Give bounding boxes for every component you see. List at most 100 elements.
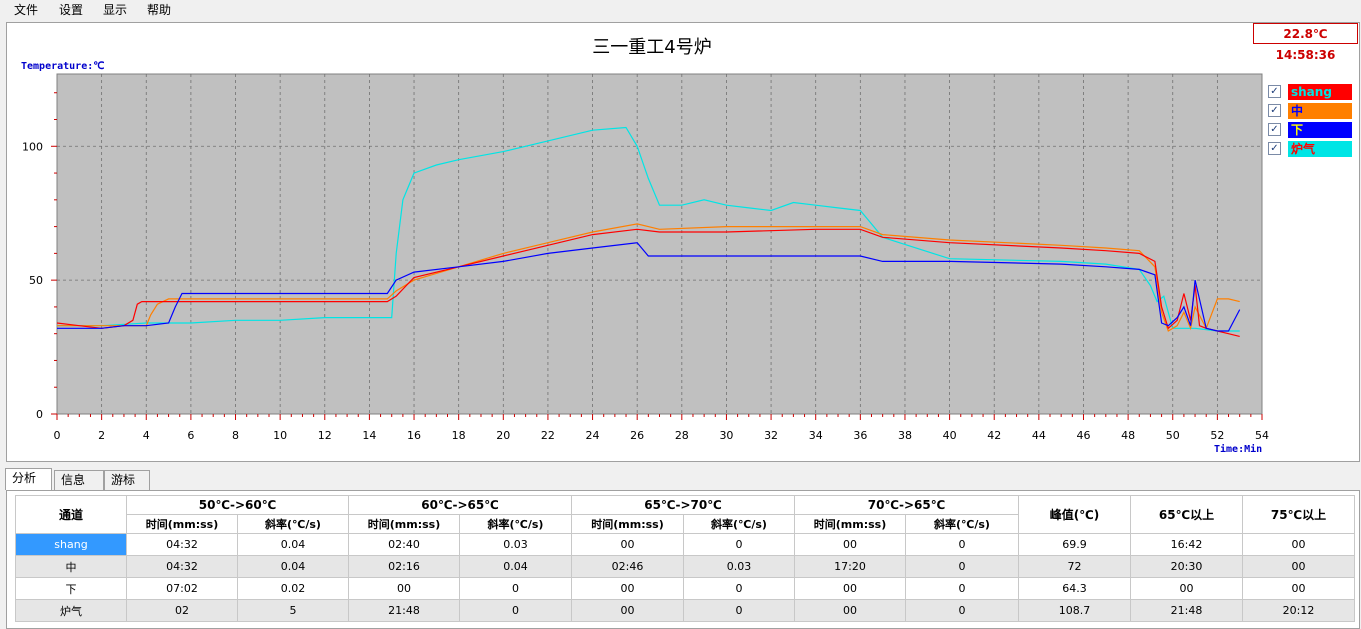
- x-tick-label: 22: [541, 429, 555, 442]
- x-tick-label: 8: [232, 429, 239, 442]
- table-cell: 0: [905, 577, 1019, 600]
- table-cell: 02:16: [348, 555, 460, 578]
- tab-cursor[interactable]: 游标: [104, 470, 150, 490]
- table-cell: 108.7: [1018, 599, 1131, 622]
- clock-readout: 22.8℃ 14:58:36: [1253, 23, 1358, 62]
- legend-label-zhong: 中: [1288, 103, 1352, 119]
- subheader-slope: 斜率(℃/s): [237, 514, 349, 534]
- table-row[interactable]: 下 07:02 0.02 00 0 00 0 00 0 64.3 00 00: [15, 577, 1355, 600]
- header-channel: 通道: [15, 495, 127, 534]
- menu-file[interactable]: 文件: [14, 3, 39, 17]
- x-tick-label: 6: [187, 429, 194, 442]
- table-row[interactable]: 炉气 02 5 21:48 0 00 0 00 0 108.7 21:48 20…: [15, 599, 1355, 622]
- legend-checkbox-luqi[interactable]: ✓: [1268, 142, 1281, 155]
- legend-item-shang[interactable]: ✓ shang: [1268, 84, 1356, 100]
- table-cell: 0: [905, 599, 1019, 622]
- table-cell: 0: [905, 533, 1019, 556]
- x-tick-label: 48: [1121, 429, 1135, 442]
- table-row[interactable]: 中 04:32 0.04 02:16 0.04 02:46 0.03 17:20…: [15, 555, 1355, 578]
- x-tick-label: 42: [987, 429, 1001, 442]
- x-tick-label: 4: [143, 429, 150, 442]
- y-tick-label: 100: [22, 140, 43, 153]
- table-cell: 00: [1242, 533, 1355, 556]
- table-cell: 0: [683, 599, 795, 622]
- table-cell: 16:42: [1130, 533, 1243, 556]
- header-above-65: 65℃以上: [1130, 495, 1243, 534]
- table-cell: 00: [1242, 555, 1355, 578]
- table-cell[interactable]: 炉气: [15, 599, 127, 622]
- table-cell: 04:32: [126, 533, 238, 556]
- table-cell: 72: [1018, 555, 1131, 578]
- table-cell: 00: [1242, 577, 1355, 600]
- table-cell[interactable]: shang: [15, 533, 127, 556]
- header-peak: 峰值(℃): [1018, 495, 1131, 534]
- table-cell: 02:46: [571, 555, 684, 578]
- table-cell: 21:48: [348, 599, 460, 622]
- x-tick-label: 12: [318, 429, 332, 442]
- legend-checkbox-xia[interactable]: ✓: [1268, 123, 1281, 136]
- table-cell: 0: [683, 577, 795, 600]
- table-cell: 0.04: [237, 533, 349, 556]
- legend-label-xia: 下: [1288, 122, 1352, 138]
- table-cell: 64.3: [1018, 577, 1131, 600]
- table-cell: 20:30: [1130, 555, 1243, 578]
- legend-item-luqi[interactable]: ✓ 炉气: [1268, 141, 1356, 157]
- tab-info[interactable]: 信息: [54, 470, 104, 490]
- x-tick-label: 2: [98, 429, 105, 442]
- legend-label-shang: shang: [1288, 84, 1352, 100]
- x-tick-label: 52: [1210, 429, 1224, 442]
- x-tick-label: 32: [764, 429, 778, 442]
- subheader-time: 时间(mm:ss): [126, 514, 238, 534]
- legend-checkbox-shang[interactable]: ✓: [1268, 85, 1281, 98]
- table-cell: 00: [571, 533, 684, 556]
- table-cell: 00: [571, 577, 684, 600]
- table-row[interactable]: shang 04:32 0.04 02:40 0.03 00 0 00 0 69…: [15, 533, 1355, 556]
- x-tick-label: 10: [273, 429, 287, 442]
- table-cell: 0.04: [459, 555, 572, 578]
- x-tick-label: 38: [898, 429, 912, 442]
- table-cell: 00: [1130, 577, 1243, 600]
- legend-item-xia[interactable]: ✓ 下: [1268, 122, 1356, 138]
- legend-item-zhong[interactable]: ✓ 中: [1268, 103, 1356, 119]
- x-tick-label: 16: [407, 429, 421, 442]
- header-group-2: 60℃->65℃: [348, 495, 572, 515]
- x-tick-label: 34: [809, 429, 823, 442]
- table-cell: 00: [794, 577, 906, 600]
- table-cell: 02:40: [348, 533, 460, 556]
- plot-area: [56, 73, 1263, 415]
- chart-title: 三一重工4号炉: [592, 37, 711, 58]
- x-tick-label: 26: [630, 429, 644, 442]
- menu-bar: 文件 设置 显示 帮助: [0, 0, 1361, 18]
- legend-checkbox-zhong[interactable]: ✓: [1268, 104, 1281, 117]
- header-above-75: 75℃以上: [1242, 495, 1355, 534]
- y-axis-label: Temperature:℃: [21, 61, 104, 72]
- subheader-time: 时间(mm:ss): [571, 514, 684, 534]
- series-line-2: [57, 223, 1240, 332]
- table-cell: 69.9: [1018, 533, 1131, 556]
- header-group-1: 50℃->60℃: [126, 495, 349, 515]
- menu-help[interactable]: 帮助: [147, 3, 172, 17]
- subheader-slope: 斜率(℃/s): [905, 514, 1019, 534]
- menu-settings[interactable]: 设置: [59, 3, 84, 17]
- x-tick-label: 20: [496, 429, 510, 442]
- table-cell[interactable]: 中: [15, 555, 127, 578]
- table-cell: 0: [905, 555, 1019, 578]
- table-cell: 02: [126, 599, 238, 622]
- table-cell: 17:20: [794, 555, 906, 578]
- table-cell: 00: [794, 533, 906, 556]
- x-tick-label: 14: [362, 429, 376, 442]
- table-cell[interactable]: 下: [15, 577, 127, 600]
- table-cell: 00: [348, 577, 460, 600]
- x-tick-label: 28: [675, 429, 689, 442]
- x-tick-label: 30: [719, 429, 733, 442]
- x-axis-label: Time:Min: [1214, 443, 1262, 455]
- table-cell: 07:02: [126, 577, 238, 600]
- x-tick-label: 40: [943, 429, 957, 442]
- subheader-time: 时间(mm:ss): [348, 514, 460, 534]
- menu-display[interactable]: 显示: [103, 3, 128, 17]
- temperature-chart: 三一重工4号炉 Temperature:℃ Time:Min 0 2 4 6 8 10 12…: [21, 37, 1269, 455]
- tab-analysis[interactable]: 分析: [5, 468, 52, 490]
- table-cell: 00: [794, 599, 906, 622]
- x-tick-label: 0: [54, 429, 61, 442]
- x-tick-label: 54: [1255, 429, 1269, 442]
